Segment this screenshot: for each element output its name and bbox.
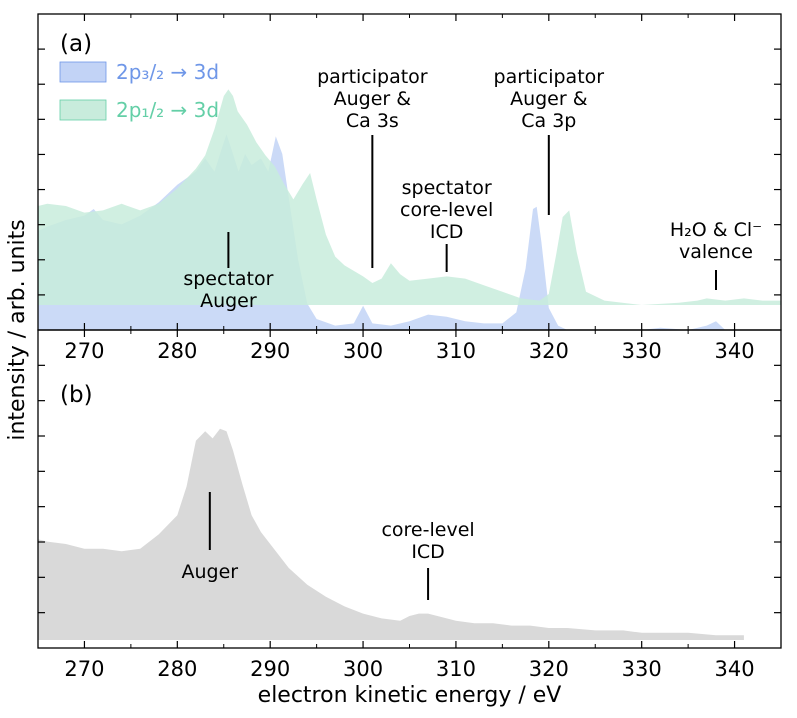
panel-b-xtick-label: 330 xyxy=(622,657,662,681)
panel-b-label: (b) xyxy=(60,382,93,408)
panel-b-frame xyxy=(37,329,782,649)
annotation-b-0-line-0: Auger xyxy=(182,561,239,583)
panel-a-xtick-label: 290 xyxy=(250,339,290,363)
annotation-a-2-line-1: core-level xyxy=(400,199,493,221)
annotation-a-1-line-1: Auger & xyxy=(334,88,412,110)
legend-swatch-0 xyxy=(59,61,107,83)
annotation-a-1-line-0: participator xyxy=(317,66,428,88)
panel-a-xtick-label: 280 xyxy=(157,339,197,363)
panel-a-xtick-label: 270 xyxy=(64,339,104,363)
annotation-a-3-line-1: Auger & xyxy=(510,88,588,110)
panel-b-xtick-label: 300 xyxy=(343,657,383,681)
annotation-a-3-line-0: participator xyxy=(494,66,605,88)
annotation-a-0-line-0: spectator xyxy=(183,268,273,290)
panel-a-label: (a) xyxy=(60,31,92,57)
panel-b-xtick-label: 280 xyxy=(157,657,197,681)
panel-a-xtick-label: 310 xyxy=(436,339,476,363)
y-axis-title: intensity / arb. units xyxy=(5,219,30,440)
annotation-a-2-line-2: ICD xyxy=(430,221,464,243)
panel-a-xtick-label: 330 xyxy=(622,339,662,363)
annotation-b-1-line-1: ICD xyxy=(411,541,445,563)
annotation-b-1-line-0: core-level xyxy=(381,519,474,541)
annotation-a-3-line-2: Ca 3p xyxy=(521,110,576,132)
legend-label-1: 2p₁/₂ → 3d xyxy=(116,98,219,122)
panel-a-xtick-label: 300 xyxy=(343,339,383,363)
annotation-a-4-line-0: H₂O & Cl⁻ xyxy=(670,219,762,241)
panel-b-xtick-label: 310 xyxy=(436,657,476,681)
annotation-a-2-line-0: spectator xyxy=(402,177,492,199)
legend-swatch-1 xyxy=(59,99,107,121)
panel-a-series-1 xyxy=(38,89,781,306)
annotation-a-0-line-1: Auger xyxy=(200,290,257,312)
annotation-a-4-line-1: valence xyxy=(679,241,753,263)
legend-label-0: 2p₃/₂ → 3d xyxy=(116,60,219,84)
panel-b-xtick-label: 340 xyxy=(715,657,755,681)
panel-a-xtick-label: 320 xyxy=(529,339,569,363)
panel-a-xtick-label: 340 xyxy=(715,339,755,363)
annotation-a-1-line-2: Ca 3s xyxy=(346,110,399,132)
panel-b-series-0 xyxy=(38,428,744,640)
panel-b-xtick-label: 290 xyxy=(250,657,290,681)
panel-b-xtick-label: 320 xyxy=(529,657,569,681)
panel-b-xtick-label: 270 xyxy=(64,657,104,681)
x-axis-title: electron kinetic energy / eV xyxy=(258,683,562,708)
